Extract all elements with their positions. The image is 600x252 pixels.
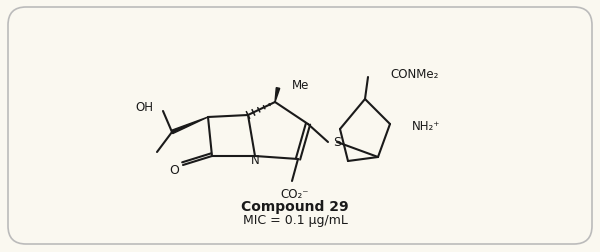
Text: Compound 29: Compound 29 bbox=[241, 199, 349, 213]
Polygon shape bbox=[172, 117, 208, 134]
Text: OH: OH bbox=[135, 100, 153, 113]
Text: Me: Me bbox=[292, 78, 310, 91]
Text: CO₂⁻: CO₂⁻ bbox=[281, 188, 309, 201]
FancyBboxPatch shape bbox=[8, 8, 592, 244]
Text: N: N bbox=[251, 153, 259, 166]
Text: S: S bbox=[333, 135, 341, 148]
Text: CONMe₂: CONMe₂ bbox=[390, 67, 439, 80]
Text: O: O bbox=[169, 163, 179, 176]
Text: NH₂⁺: NH₂⁺ bbox=[412, 120, 440, 133]
Text: MIC = 0.1 μg/mL: MIC = 0.1 μg/mL bbox=[242, 214, 347, 227]
Polygon shape bbox=[275, 88, 280, 103]
